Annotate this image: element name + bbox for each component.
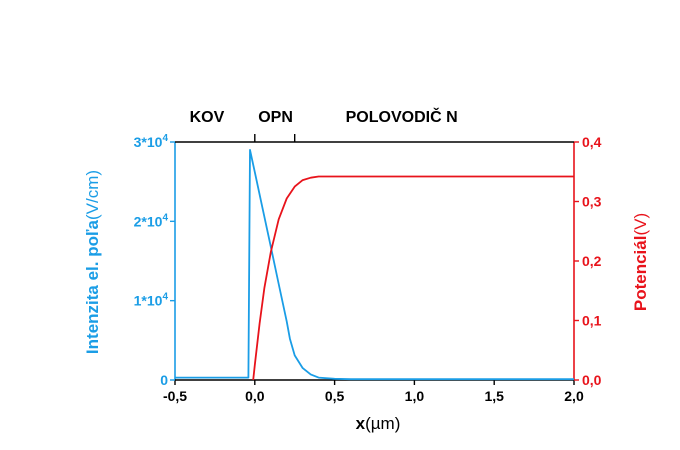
x-tick-label: 0,0 <box>245 388 265 404</box>
x-tick-label: 2,0 <box>564 388 584 404</box>
region-label: POLOVODIČ N <box>346 107 458 126</box>
axes <box>174 141 575 381</box>
field-intensity-line <box>175 148 574 381</box>
x-tick-label: 0,5 <box>325 388 345 404</box>
y-left-tick-label: 0 <box>160 372 168 388</box>
series <box>175 148 574 381</box>
x-tick-label: 1,0 <box>405 388 425 404</box>
y-left-tick-label: 2*104 <box>134 212 169 229</box>
region-labels: KOV OPN POLOVODIČ N <box>190 107 458 126</box>
x-tick-label: -0,5 <box>163 388 187 404</box>
region-label: KOV <box>190 109 225 126</box>
region-label: OPN <box>258 109 293 126</box>
y-right-tick-label: 0,1 <box>582 313 602 329</box>
y-left-tick-label: 3*104 <box>134 133 169 150</box>
y-right-tick-label: 0,0 <box>582 372 602 388</box>
x-axis-title: x(µm) <box>356 414 401 433</box>
y-right-tick-label: 0,4 <box>582 134 602 150</box>
y-axis-left-title: Intenzita el. poľa(V/cm) <box>83 170 102 354</box>
y-left-tick-label: 1*104 <box>134 292 169 309</box>
y-right-tick-label: 0,3 <box>582 194 602 210</box>
ticks: -0,5 0,0 0,5 1,0 1,5 2,0 0 1*104 2*104 3*104 0,0 0,… <box>134 133 602 404</box>
x-tick-label: 1,5 <box>484 388 504 404</box>
y-right-tick-label: 0,2 <box>582 253 602 269</box>
y-axis-right-title: Potenciál(V) <box>631 213 650 311</box>
potential-line <box>252 175 574 381</box>
